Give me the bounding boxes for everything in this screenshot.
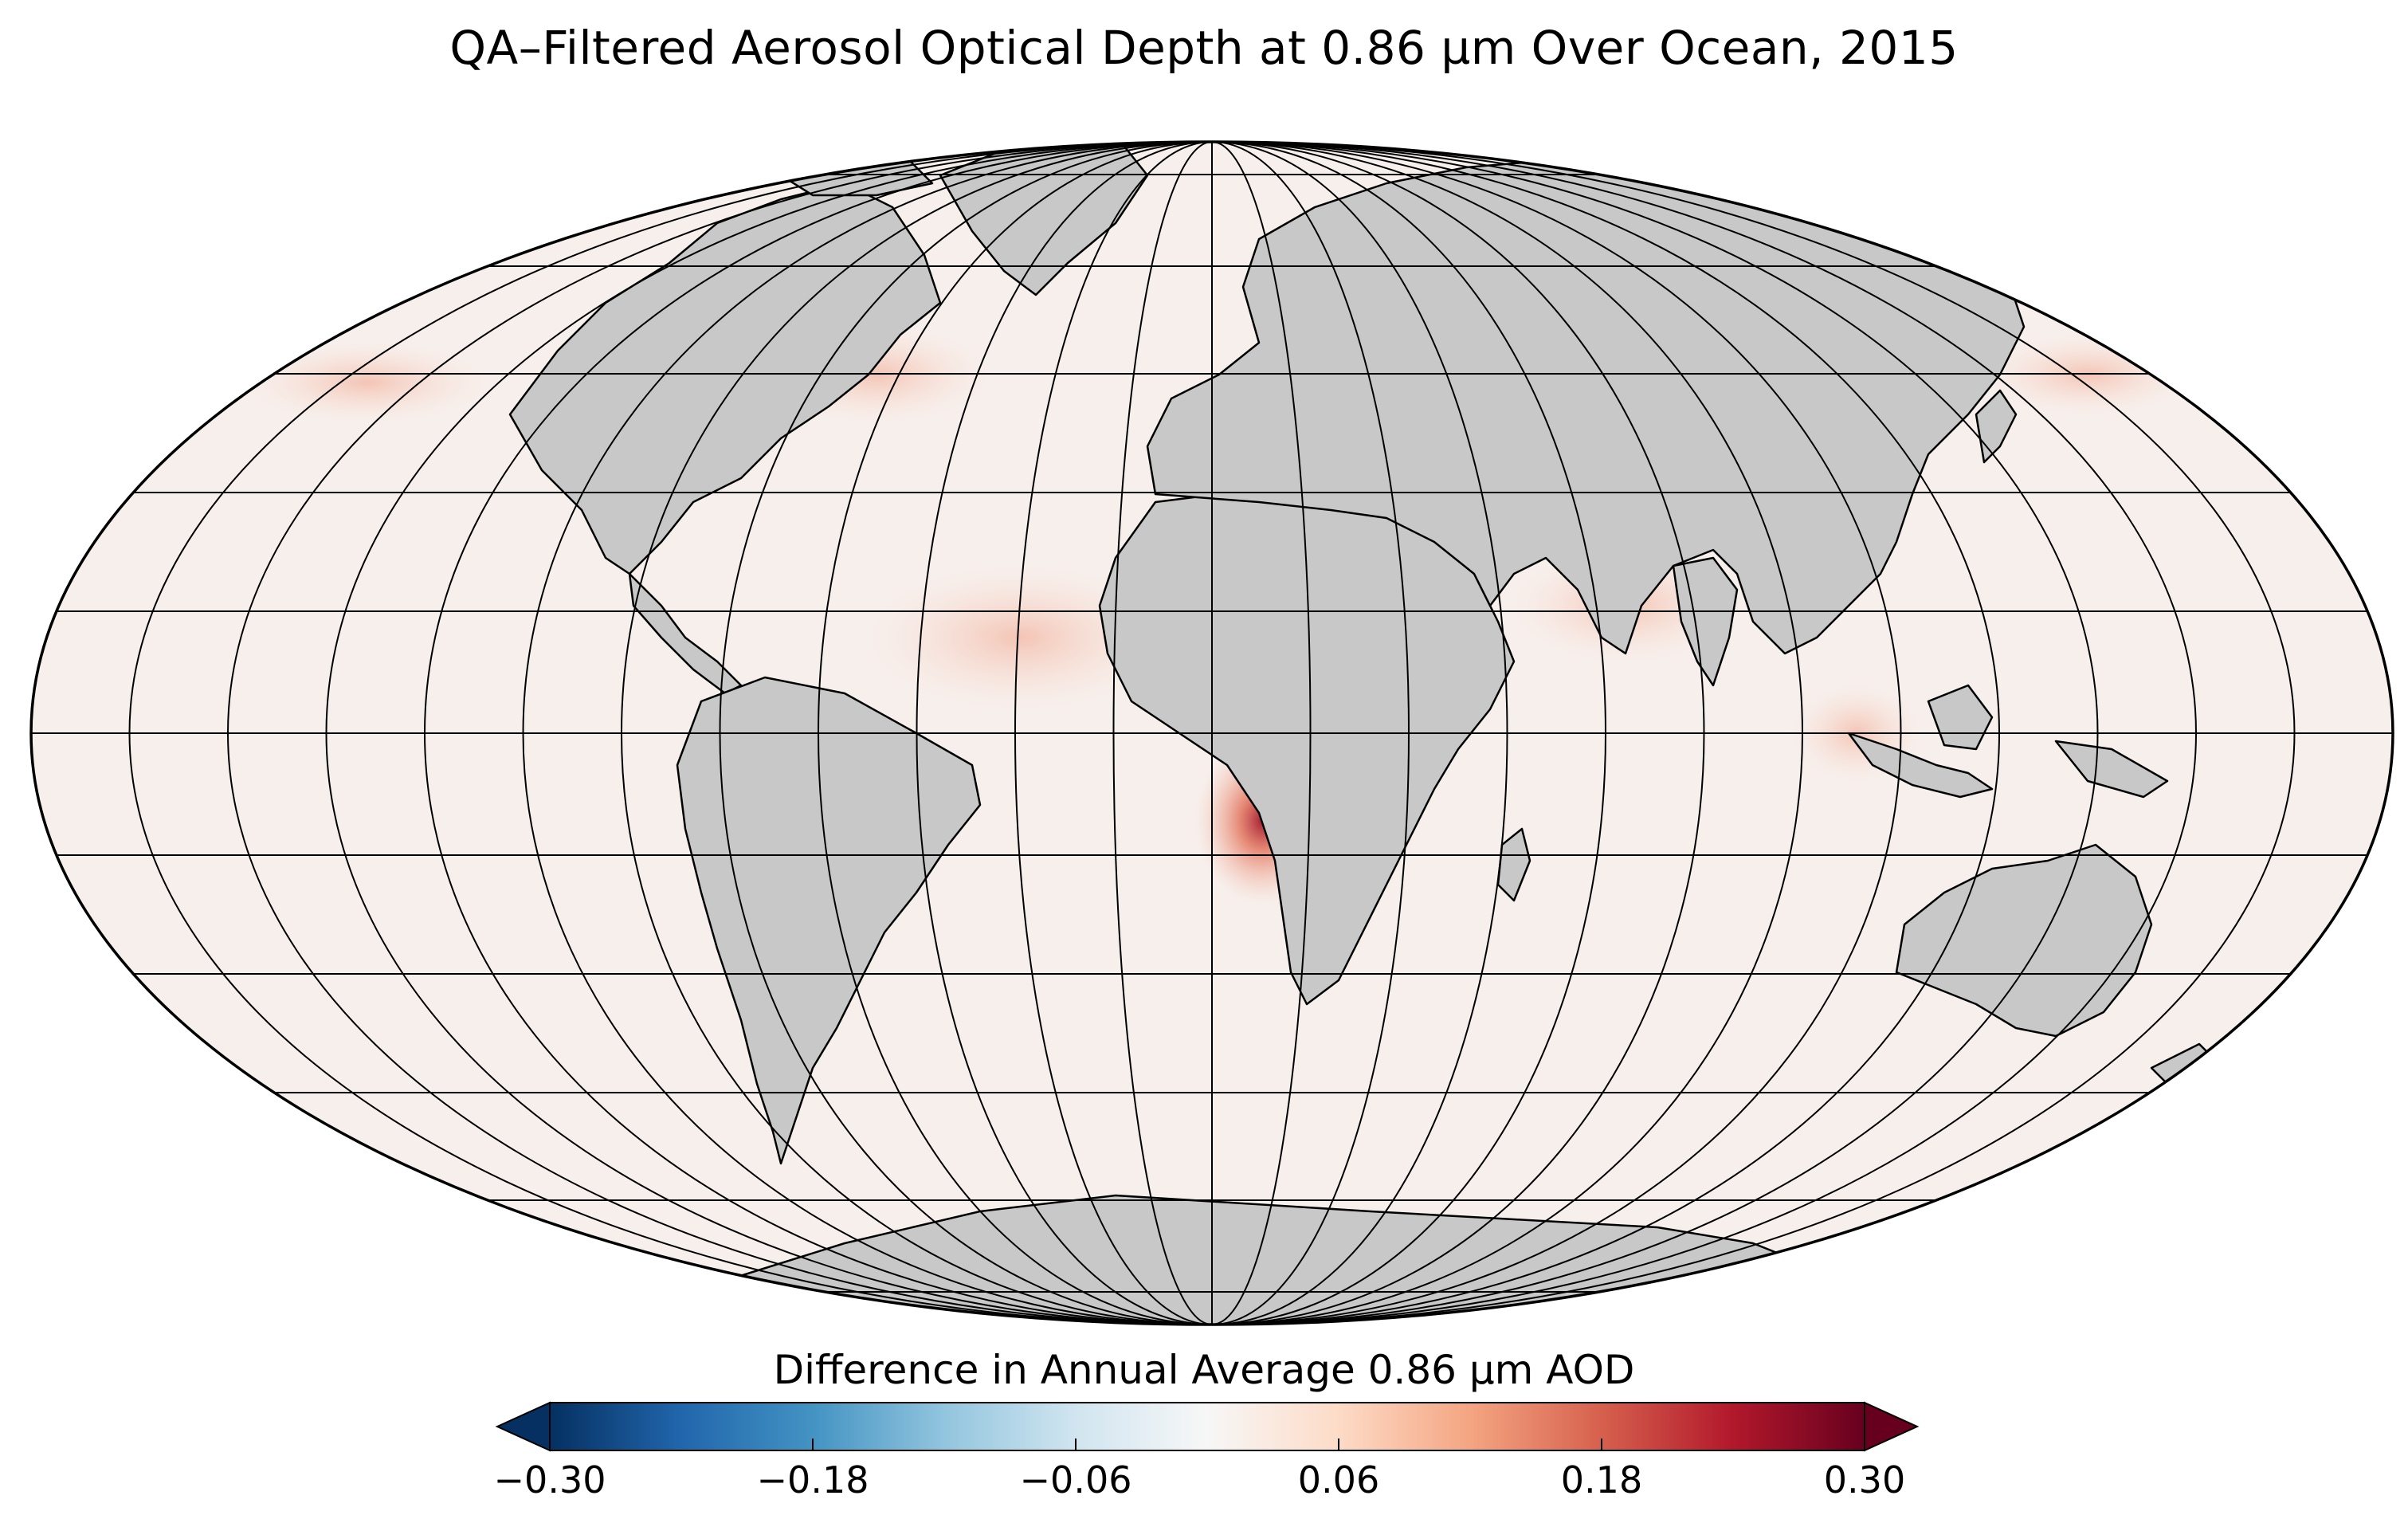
meridian — [1211, 142, 2197, 1325]
colorbar-tick-label: −0.06 — [1019, 1458, 1132, 1501]
meridian — [621, 142, 1213, 1325]
colorbar-extend-high — [1864, 1401, 1920, 1452]
meridian — [1211, 142, 1508, 1325]
colorbar-tick-label: 0.18 — [1560, 1458, 1643, 1501]
meridian — [1211, 142, 2000, 1325]
colorbar-extend-low — [495, 1401, 551, 1452]
australia — [1895, 843, 2153, 1038]
south-america — [676, 676, 982, 1165]
meridian — [1211, 142, 1312, 1325]
eurasia — [1146, 158, 2026, 655]
meridian — [227, 142, 1213, 1325]
meridian — [719, 142, 1213, 1325]
meridian — [1211, 142, 2099, 1325]
meridian — [1211, 142, 2296, 1325]
colorbar-tick-label: −0.30 — [493, 1458, 606, 1501]
meridian — [1211, 142, 1705, 1325]
meridian — [818, 142, 1213, 1325]
meridian — [916, 142, 1213, 1325]
meridian — [1211, 142, 1902, 1325]
meridians — [128, 142, 2296, 1325]
colorbar-tick-label: −0.18 — [756, 1458, 869, 1501]
meridian — [1211, 142, 1410, 1325]
japan — [1975, 389, 2018, 464]
colorbar-gradient — [549, 1402, 1865, 1451]
colorbar-label: Difference in Annual Average 0.86 µm AOD — [773, 1347, 1635, 1393]
colorbar-ticks — [549, 1439, 1865, 1450]
new-guinea — [2054, 740, 2169, 799]
colorbar-tick-label: 0.06 — [1297, 1458, 1380, 1501]
north-pacific-west-plume — [247, 343, 486, 422]
colorbar — [495, 1401, 1920, 1452]
meridian — [1211, 142, 1606, 1325]
meridian — [522, 142, 1213, 1325]
meridian — [1014, 142, 1213, 1325]
indonesia-islands — [1847, 732, 1994, 799]
graticule — [31, 142, 2393, 1325]
meridian — [1211, 142, 1803, 1325]
map-title: QA–Filtered Aerosol Optical Depth at 0.8… — [449, 21, 1959, 75]
meridian — [325, 142, 1213, 1325]
west-africa-plume — [869, 566, 1171, 709]
canadian-arctic-islands — [779, 150, 934, 197]
meridian — [128, 142, 1213, 1325]
map-border — [29, 140, 2394, 1326]
colorbar-tick-label: 0.30 — [1823, 1458, 1906, 1501]
meridian — [424, 142, 1213, 1325]
meridian — [1112, 142, 1213, 1325]
